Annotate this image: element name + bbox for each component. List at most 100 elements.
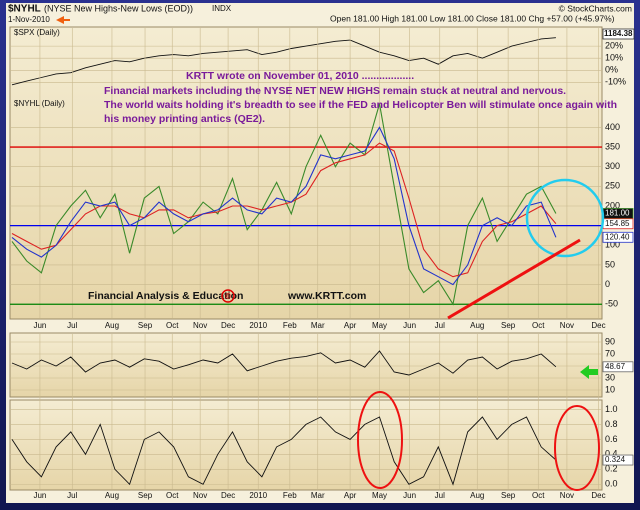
y-tick-label: 400 — [605, 122, 620, 132]
x-tick-label: Jul — [67, 321, 77, 330]
highlight-ellipse — [554, 405, 600, 491]
value-label: 181.00 — [605, 209, 630, 218]
exchange: INDX — [212, 4, 232, 13]
x-tick-label: Oct — [166, 321, 179, 330]
y-tick-label: 30 — [605, 372, 615, 382]
website: www.KRTT.com — [287, 290, 366, 302]
x-tick-label: Aug — [105, 491, 119, 500]
x-tick-label: Oct — [532, 321, 545, 330]
x-tick-label: Jul — [435, 321, 445, 330]
annotation: The world waits holding it's breadth to … — [104, 99, 617, 111]
y-tick-label: 0.0 — [605, 479, 618, 489]
x-tick-label: Sep — [138, 321, 153, 330]
x-tick-label: Dec — [591, 321, 605, 330]
series-line — [11, 126, 557, 286]
x-tick-label: May — [372, 491, 387, 500]
y-tick-label: 350 — [605, 141, 620, 151]
annotation: his money printing antics (QE2). — [104, 113, 265, 125]
value-label-box — [602, 231, 634, 243]
x-tick-label: Aug — [470, 321, 484, 330]
value-label-box — [602, 361, 634, 373]
copyright: © — [225, 292, 231, 301]
y-tick-label: 1.0 — [605, 404, 618, 414]
annotation: Financial markets including the NYSE NET… — [104, 85, 566, 97]
rsi-panel — [9, 332, 603, 398]
y-tick-label: 70 — [605, 348, 615, 358]
x-tick-label: Sep — [501, 321, 516, 330]
series-line — [11, 350, 557, 376]
arrow — [580, 365, 598, 379]
y-tick-label: 300 — [605, 161, 620, 171]
x-tick-label: Feb — [283, 321, 297, 330]
x-tick-label: May — [372, 321, 387, 330]
series-line — [11, 416, 557, 486]
panel-label: $SPX (Daily) — [14, 28, 60, 37]
x-tick-label: Aug — [470, 491, 484, 500]
x-tick-label: Nov — [193, 491, 207, 500]
panel-label: $NYHL (Daily) — [14, 99, 65, 108]
y-tick-label: 10% — [605, 53, 623, 63]
y-tick-label: 0% — [605, 65, 618, 75]
y-tick-label: 50 — [605, 259, 615, 269]
x-tick-label: Jun — [33, 321, 46, 330]
date-arrow — [56, 16, 70, 24]
value-label: 48.67 — [605, 362, 626, 371]
x-tick-label: Nov — [560, 491, 574, 500]
value-label-box — [602, 454, 634, 466]
x-tick-label: Nov — [560, 321, 574, 330]
symbol-name: (NYSE New Highs-New Lows (EOD)) — [44, 3, 193, 13]
x-tick-label: Jul — [435, 491, 445, 500]
x-tick-label: 2010 — [249, 491, 267, 500]
series-line — [11, 142, 557, 278]
symbol: $NYHL — [8, 4, 41, 15]
y-tick-label: 0.6 — [605, 434, 618, 444]
x-tick-label: Jun — [403, 321, 416, 330]
y-tick-label: 0.4 — [605, 449, 618, 459]
y-tick-label: 0.8 — [605, 419, 618, 429]
x-tick-label: Apr — [344, 321, 357, 330]
value-label: 154.85 — [605, 219, 630, 228]
value-label: 0.324 — [605, 455, 626, 464]
series-line — [11, 103, 557, 306]
x-tick-label: Jul — [67, 491, 77, 500]
y-tick-label: 100 — [605, 240, 620, 250]
highlight-circle — [525, 178, 605, 258]
annotation: KRTT wrote on November 01, 2010 ........… — [186, 70, 414, 82]
x-tick-label: Sep — [138, 491, 153, 500]
x-tick-label: Oct — [532, 491, 545, 500]
quote: Open 181.00 High 181.00 Low 181.00 Close… — [330, 13, 615, 23]
x-tick-label: Mar — [311, 321, 325, 330]
x-tick-label: Apr — [344, 491, 357, 500]
x-tick-label: Dec — [591, 491, 605, 500]
value-label: 1184.38 — [604, 29, 633, 38]
oscillator-panel — [9, 399, 603, 491]
y-tick-label: -50 — [605, 299, 618, 309]
x-tick-label: Dec — [221, 491, 235, 500]
trend-line — [447, 238, 581, 320]
x-tick-label: Sep — [501, 491, 516, 500]
y-tick-label: 250 — [605, 181, 620, 191]
x-tick-label: Mar — [311, 491, 325, 500]
y-tick-label: 20% — [605, 40, 623, 50]
x-tick-label: Jun — [403, 491, 416, 500]
x-tick-label: Aug — [105, 321, 119, 330]
y-tick-label: 200 — [605, 200, 620, 210]
x-tick-label: Oct — [166, 491, 179, 500]
y-tick-label: 0 — [605, 279, 610, 289]
highlight-ellipse — [357, 391, 403, 489]
value-label-box — [602, 28, 635, 40]
x-tick-label: 2010 — [249, 321, 267, 330]
x-tick-label: Jun — [33, 491, 46, 500]
y-tick-label: 10 — [605, 384, 615, 394]
source: © StockCharts.com — [559, 3, 632, 13]
value-label: 120.40 — [605, 232, 630, 241]
x-tick-label: Nov — [193, 321, 207, 330]
y-tick-label: -10% — [605, 77, 626, 87]
y-tick-label: 0.2 — [605, 464, 618, 474]
copyright-circle — [221, 289, 235, 303]
date: 1-Nov-2010 — [8, 15, 50, 24]
y-tick-label: 90 — [605, 336, 615, 346]
main-panel — [9, 26, 603, 320]
series-line — [11, 37, 556, 86]
